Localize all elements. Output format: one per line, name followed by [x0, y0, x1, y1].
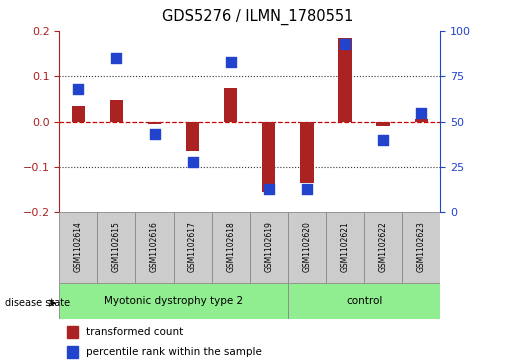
Point	[188, 159, 197, 164]
Text: GSM1102620: GSM1102620	[302, 221, 312, 272]
Bar	[174, 212, 212, 283]
Text: GSM1102616: GSM1102616	[150, 221, 159, 272]
Point	[227, 59, 235, 65]
Text: GSM1102617: GSM1102617	[188, 221, 197, 272]
Point	[265, 186, 273, 192]
Text: GSM1102622: GSM1102622	[379, 221, 388, 272]
Bar	[59, 283, 288, 319]
Text: transformed count: transformed count	[86, 327, 183, 337]
Bar	[135, 212, 174, 283]
Text: GDS5276 / ILMN_1780551: GDS5276 / ILMN_1780551	[162, 9, 353, 25]
Text: control: control	[346, 296, 382, 306]
Bar	[67, 346, 78, 358]
Bar	[250, 212, 288, 283]
Bar	[212, 212, 250, 283]
Bar	[288, 283, 440, 319]
Bar	[97, 212, 135, 283]
Bar	[288, 212, 326, 283]
Text: Myotonic dystrophy type 2: Myotonic dystrophy type 2	[104, 296, 243, 306]
Bar	[262, 122, 276, 192]
Point	[379, 137, 387, 143]
Bar	[415, 119, 428, 122]
Bar	[326, 212, 364, 283]
Point	[303, 186, 311, 192]
Bar	[72, 106, 85, 122]
Text: percentile rank within the sample: percentile rank within the sample	[86, 347, 262, 357]
Bar	[338, 38, 352, 122]
Bar	[376, 122, 390, 126]
Point	[417, 110, 425, 115]
Bar	[67, 326, 78, 338]
Bar	[110, 100, 123, 122]
Point	[341, 41, 349, 46]
Text: GSM1102619: GSM1102619	[264, 221, 273, 272]
Bar	[186, 122, 199, 151]
Bar	[148, 122, 161, 124]
Text: GSM1102615: GSM1102615	[112, 221, 121, 272]
Point	[112, 55, 121, 61]
Text: GSM1102618: GSM1102618	[226, 221, 235, 272]
Text: GSM1102623: GSM1102623	[417, 221, 426, 272]
Bar	[224, 87, 237, 122]
Point	[74, 86, 82, 92]
Text: GSM1102621: GSM1102621	[340, 221, 350, 272]
Bar	[364, 212, 402, 283]
Bar	[300, 122, 314, 183]
Point	[150, 131, 159, 137]
Text: disease state: disease state	[5, 298, 70, 308]
Bar	[59, 212, 97, 283]
Text: GSM1102614: GSM1102614	[74, 221, 83, 272]
Bar	[402, 212, 440, 283]
